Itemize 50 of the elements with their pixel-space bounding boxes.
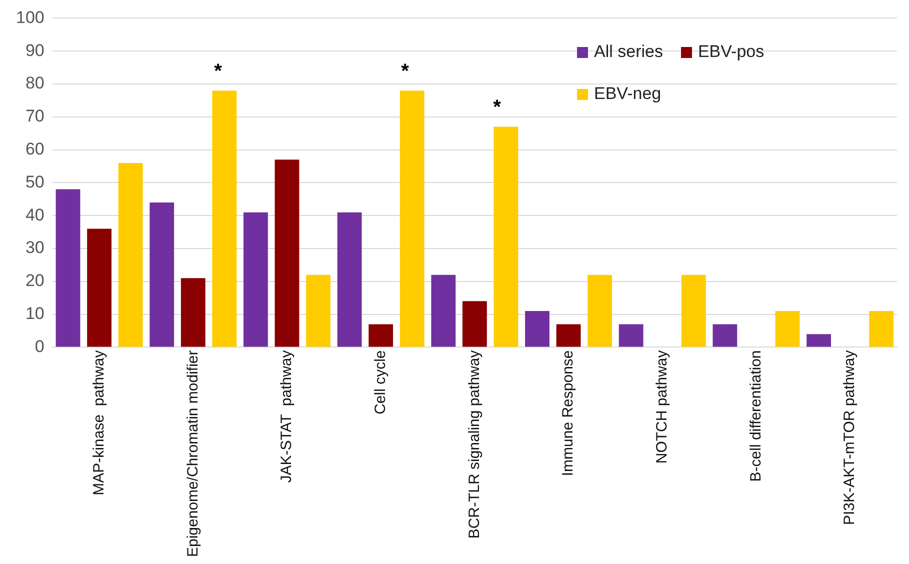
y-tick-label: 100	[16, 8, 44, 27]
bar	[588, 274, 612, 347]
y-tick-label: 40	[25, 205, 44, 224]
legend-label: All series	[594, 42, 663, 62]
annotation: *	[493, 96, 502, 119]
bar	[306, 274, 330, 347]
y-tick-label: 80	[25, 74, 44, 93]
y-tick-label: 0	[34, 336, 44, 356]
bar	[712, 324, 738, 347]
bar	[400, 90, 424, 347]
x-tick-label: NOTCH pathway	[654, 350, 671, 464]
bar	[337, 212, 362, 347]
bar	[118, 162, 143, 347]
x-tick-label: MAP-kinase pathway	[90, 350, 108, 496]
y-tick-label: 30	[25, 238, 44, 258]
legend-label: EBV-pos	[698, 42, 764, 62]
x-tick-label: Epigenome/Chromatin modifier	[184, 350, 202, 558]
bar	[869, 311, 894, 347]
bar	[618, 324, 644, 347]
y-tick-label: 10	[25, 304, 44, 324]
bar	[244, 212, 268, 347]
y-tick-label: 50	[25, 172, 44, 192]
annotation: *	[214, 60, 222, 83]
y-tick-label: 20	[25, 271, 44, 290]
bar	[87, 228, 112, 347]
bar	[150, 202, 174, 347]
x-tick-label: B-cell differentiation	[747, 350, 764, 482]
y-tick-label: 70	[25, 106, 44, 126]
bar	[462, 301, 487, 347]
x-tick-label: PI3K-AKT-mTOR pathway	[841, 350, 858, 526]
bar	[56, 189, 80, 347]
bar	[274, 160, 300, 347]
bar	[681, 274, 706, 347]
bar	[494, 126, 518, 347]
x-tick-label: Immune Response	[560, 350, 577, 476]
bar	[525, 311, 550, 347]
annotation: *	[401, 60, 410, 83]
legend-label: EBV-neg	[594, 84, 662, 104]
x-tick-label: Cell cycle	[372, 350, 389, 414]
bar	[775, 311, 800, 347]
y-tick-label: 90	[25, 40, 44, 60]
x-tick-label: BCR-TLR signaling pathway	[466, 350, 483, 539]
bar	[368, 324, 394, 347]
bar	[431, 274, 456, 347]
y-tick-label: 60	[25, 140, 44, 158]
bar	[180, 278, 206, 347]
bar	[212, 90, 237, 347]
bar	[806, 334, 831, 347]
x-tick-label: JAK-STAT pathway	[278, 350, 296, 483]
bar	[556, 324, 581, 347]
